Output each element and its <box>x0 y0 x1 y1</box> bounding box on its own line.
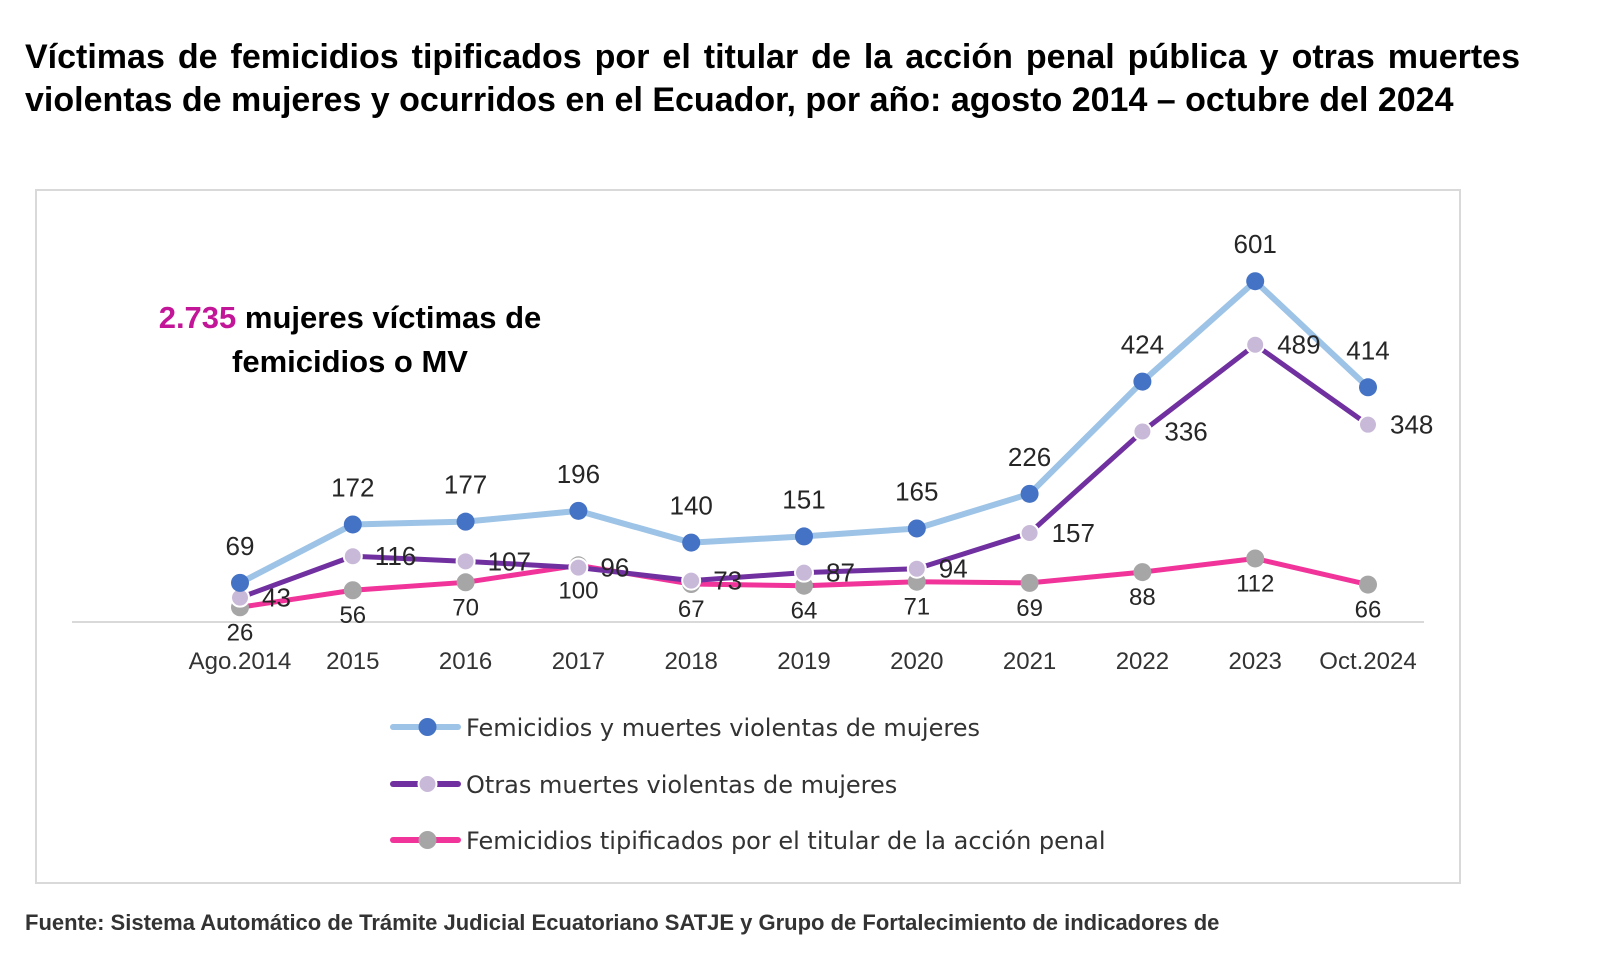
total-annotation-text: mujeres víctimas de femicidios o MV <box>232 300 542 379</box>
data-label: 336 <box>1164 416 1207 446</box>
x-tick-label: 2017 <box>552 648 605 675</box>
x-tick-label: 2019 <box>777 648 830 675</box>
data-label: 140 <box>670 491 713 521</box>
legend-marker <box>418 718 437 736</box>
data-label: 100 <box>558 577 598 604</box>
data-label: 157 <box>1052 518 1095 548</box>
data-point <box>231 573 249 592</box>
data-point <box>568 557 589 578</box>
data-label: 88 <box>1129 584 1156 611</box>
data-point <box>907 519 926 538</box>
data-label: 165 <box>895 476 938 506</box>
data-label: 414 <box>1346 335 1389 365</box>
data-point <box>906 558 927 579</box>
legend-label: Femicidios y muertes violentas de mujere… <box>466 714 980 742</box>
data-label: 424 <box>1121 330 1164 360</box>
data-label: 601 <box>1234 229 1277 259</box>
x-tick-label: 2016 <box>439 648 492 675</box>
legend-label: Otras muertes violentas de mujeres <box>466 771 897 799</box>
data-label: 69 <box>1016 595 1043 622</box>
data-label: 70 <box>452 594 479 621</box>
data-point <box>1246 272 1265 291</box>
data-label: 56 <box>339 602 366 629</box>
legend-marker <box>418 831 437 849</box>
data-point <box>456 512 475 531</box>
data-label: 66 <box>1355 597 1382 624</box>
data-label: 116 <box>375 541 416 571</box>
data-point <box>343 515 362 534</box>
x-tick-label: Ago.2014 <box>189 648 292 675</box>
data-label: 348 <box>1390 410 1433 440</box>
data-label: 64 <box>791 598 818 625</box>
data-label: 172 <box>331 472 374 502</box>
x-tick-label: 2018 <box>665 648 718 675</box>
data-point <box>795 527 813 546</box>
legend-marker <box>417 774 438 794</box>
total-value: 2.735 <box>158 300 237 335</box>
data-label: 94 <box>939 554 968 584</box>
data-point <box>1359 575 1377 594</box>
data-label: 177 <box>444 470 487 500</box>
legend-label: Femicidios tipificados por el titular de… <box>466 827 1106 855</box>
data-point <box>1020 484 1039 503</box>
data-label: 489 <box>1277 330 1320 360</box>
data-point <box>342 546 363 567</box>
data-label: 107 <box>488 546 531 576</box>
x-tick-label: Oct.2024 <box>1319 648 1416 675</box>
data-label: 87 <box>826 558 855 588</box>
x-tick-label: 2015 <box>326 648 379 675</box>
x-tick-label: 2021 <box>1003 648 1056 675</box>
data-point <box>1245 334 1266 355</box>
data-label: 226 <box>1008 442 1051 472</box>
data-label: 151 <box>782 484 825 514</box>
data-point <box>1133 372 1152 391</box>
data-point <box>455 551 476 572</box>
data-point <box>569 501 588 520</box>
data-label: 69 <box>226 531 255 561</box>
data-label: 26 <box>227 619 254 646</box>
total-annotation: 2.735 mujeres víctimas de femicidios o M… <box>120 296 580 384</box>
x-tick-label: 2023 <box>1229 648 1282 675</box>
data-point <box>1019 522 1040 543</box>
data-point <box>1359 378 1377 397</box>
data-point <box>1132 421 1153 442</box>
x-tick-label: 2022 <box>1116 648 1169 675</box>
data-point <box>1133 563 1152 582</box>
data-point <box>456 573 475 592</box>
data-point <box>343 581 362 600</box>
data-label: 196 <box>557 459 600 489</box>
data-label: 71 <box>903 594 930 621</box>
x-tick-label: 2020 <box>890 648 943 675</box>
data-label: 43 <box>262 583 291 613</box>
data-point <box>682 533 701 552</box>
data-point <box>794 562 814 583</box>
data-point <box>681 570 702 591</box>
data-label: 112 <box>1236 570 1274 597</box>
data-label: 96 <box>600 553 629 583</box>
chart-title: Víctimas de femicidios tipificados por e… <box>25 38 1520 119</box>
data-label: 73 <box>713 566 742 596</box>
source-note: Fuente: Sistema Automático de Trámite Ju… <box>25 910 1220 935</box>
data-label: 67 <box>678 596 705 623</box>
data-point <box>1020 573 1039 592</box>
data-point <box>1246 549 1265 568</box>
data-point <box>1358 414 1378 435</box>
